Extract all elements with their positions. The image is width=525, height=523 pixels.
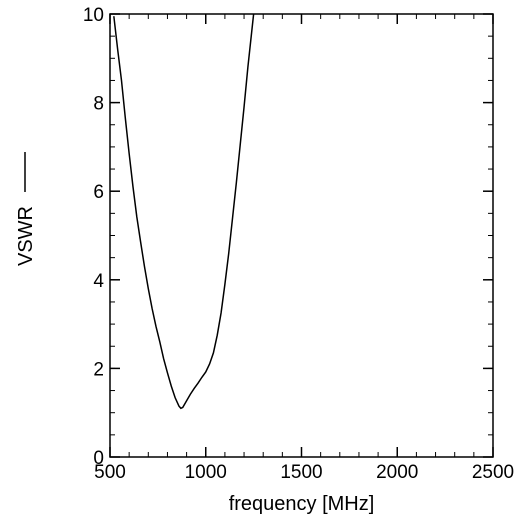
x-tick-label: 500: [94, 462, 126, 483]
x-tick-label: 1000: [185, 462, 227, 483]
major-ticks: [109, 13, 494, 458]
plot-frame: [109, 13, 494, 458]
y-tick-label: 0: [93, 448, 104, 469]
minor-ticks: [109, 13, 494, 458]
series-line-vswr: [113, 13, 255, 410]
y-tick-label: 6: [93, 182, 104, 203]
y-tick-label: 10: [83, 5, 104, 26]
x-tick-label: 2000: [376, 462, 418, 483]
y-axis-label: VSWR: [15, 206, 37, 266]
x-tick-label: 1500: [280, 462, 322, 483]
y-tick-label: 2: [93, 359, 104, 380]
x-axis-label: frequency [MHz]: [229, 493, 375, 515]
y-tick-label: 8: [93, 94, 104, 115]
y-tick-label: 4: [93, 271, 104, 292]
tick-labels: 500 1000 1500 2000 2500 0 2 4 6 8 10: [83, 5, 514, 483]
x-tick-label: 2500: [472, 462, 514, 483]
